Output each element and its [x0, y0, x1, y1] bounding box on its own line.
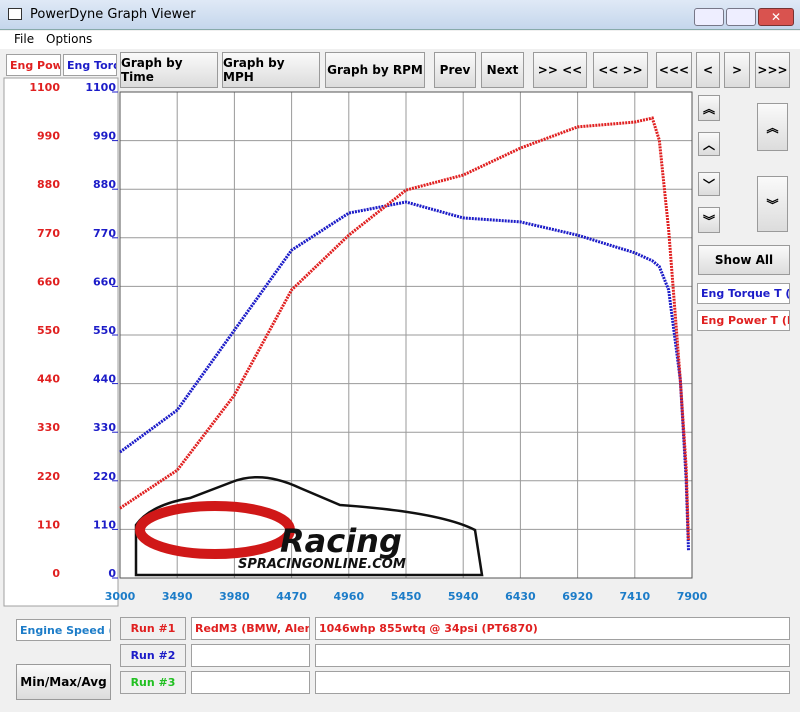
- y-tick-label: 550: [37, 324, 60, 337]
- y2-tick-label: 440: [93, 373, 116, 386]
- scroll-button[interactable]: ︽: [698, 95, 720, 121]
- run-notes: [315, 671, 790, 694]
- series-line: [119, 200, 690, 551]
- y2-tick-label: 770: [93, 227, 116, 240]
- run-name: [191, 671, 310, 694]
- x-tick-label: 5450: [391, 590, 422, 603]
- x-tick-label: 7410: [619, 590, 650, 603]
- min-max-avg-button[interactable]: Min/Max/Avg: [16, 664, 111, 700]
- logo-outline: [134, 476, 484, 577]
- toolbar-button[interactable]: >: [724, 52, 750, 88]
- toolbar-button[interactable]: Graph by Time: [120, 52, 218, 88]
- menu-item[interactable]: Options: [46, 32, 93, 46]
- logo-text: Racing: [280, 522, 402, 560]
- y2-tick-label: 220: [93, 470, 116, 483]
- window-title: PowerDyne Graph Viewer: [30, 7, 196, 22]
- series-line: [119, 116, 690, 541]
- toolbar-button[interactable]: Prev: [434, 52, 476, 88]
- run-notes: [315, 644, 790, 667]
- y2-tick-label: 660: [93, 275, 116, 288]
- x-tick-label: 7900: [677, 590, 708, 603]
- y2-tick-label: 110: [93, 518, 116, 531]
- maximize-button[interactable]: [726, 8, 756, 26]
- toolbar-button[interactable]: <<<: [656, 52, 692, 88]
- menu-bar: File Options: [0, 31, 800, 49]
- run-name: RedM3 (BMW, Alen): [191, 617, 310, 640]
- y2-tick-label: 1100: [85, 81, 116, 94]
- y-tick-label: 880: [37, 178, 60, 191]
- y-tick-label: 330: [37, 421, 60, 434]
- toolbar-button[interactable]: Graph by MPH: [222, 52, 320, 88]
- x-tick-label: 3000: [105, 590, 136, 603]
- x-axis-label: Engine Speed (RI: [16, 619, 111, 641]
- y2-tick-label: 880: [93, 178, 116, 191]
- x-tick-label: 5940: [448, 590, 479, 603]
- y-tick-label: 0: [52, 567, 60, 580]
- close-button[interactable]: ✕: [758, 8, 794, 26]
- legend-entry: Eng Power T (HP: [697, 310, 790, 331]
- toolbar-button[interactable]: << >>: [593, 52, 648, 88]
- minimize-button[interactable]: [694, 8, 724, 26]
- x-tick-label: 3490: [162, 590, 193, 603]
- scroll-button[interactable]: ︾: [757, 176, 788, 232]
- x-tick-label: 4470: [276, 590, 307, 603]
- x-tick-label: 6920: [562, 590, 593, 603]
- y2-tick-label: 990: [93, 130, 116, 143]
- title-bar: PowerDyne Graph Viewer ✕: [0, 0, 800, 30]
- logo-url: SPRACINGONLINE.COM: [238, 557, 406, 572]
- logo-swoosh: [135, 501, 295, 559]
- tab[interactable]: Eng Pow: [6, 54, 61, 76]
- run-label: Run #1: [120, 617, 186, 640]
- scroll-button[interactable]: ﹀: [698, 172, 720, 196]
- show-all-button[interactable]: Show All: [698, 245, 790, 275]
- y2-tick-label: 0: [108, 567, 116, 580]
- y-tick-label: 1100: [29, 81, 60, 94]
- scroll-button[interactable]: ︽: [757, 103, 788, 151]
- scroll-button[interactable]: ︿: [698, 132, 720, 156]
- legend-entry: Eng Torque T (Ft: [697, 283, 790, 304]
- toolbar-button[interactable]: >>>: [755, 52, 790, 88]
- x-tick-label: 3980: [219, 590, 250, 603]
- run-label: Run #2: [120, 644, 186, 667]
- run-notes: 1046whp 855wtq @ 34psi (PT6870): [315, 617, 790, 640]
- plot-border: [119, 91, 693, 579]
- run-label: Run #3: [120, 671, 186, 694]
- y2-tick-label: 330: [93, 421, 116, 434]
- toolbar-button[interactable]: Graph by RPM: [325, 52, 425, 88]
- axis-panel: [3, 77, 119, 607]
- toolbar-button[interactable]: Next: [481, 52, 524, 88]
- x-tick-label: 6430: [505, 590, 536, 603]
- tab[interactable]: Eng Torq: [63, 54, 117, 76]
- y-tick-label: 110: [37, 518, 60, 531]
- y-tick-label: 660: [37, 275, 60, 288]
- y-tick-label: 220: [37, 470, 60, 483]
- menu-item[interactable]: File: [14, 32, 35, 46]
- app-icon: [8, 8, 22, 20]
- x-tick-label: 4960: [333, 590, 364, 603]
- run-name: [191, 644, 310, 667]
- y-tick-label: 770: [37, 227, 60, 240]
- toolbar-button[interactable]: <: [696, 52, 720, 88]
- y-tick-label: 990: [37, 130, 60, 143]
- y2-tick-label: 550: [93, 324, 116, 337]
- y-tick-label: 440: [37, 373, 60, 386]
- scroll-button[interactable]: ︾: [698, 207, 720, 233]
- toolbar-button[interactable]: >> <<: [533, 52, 587, 88]
